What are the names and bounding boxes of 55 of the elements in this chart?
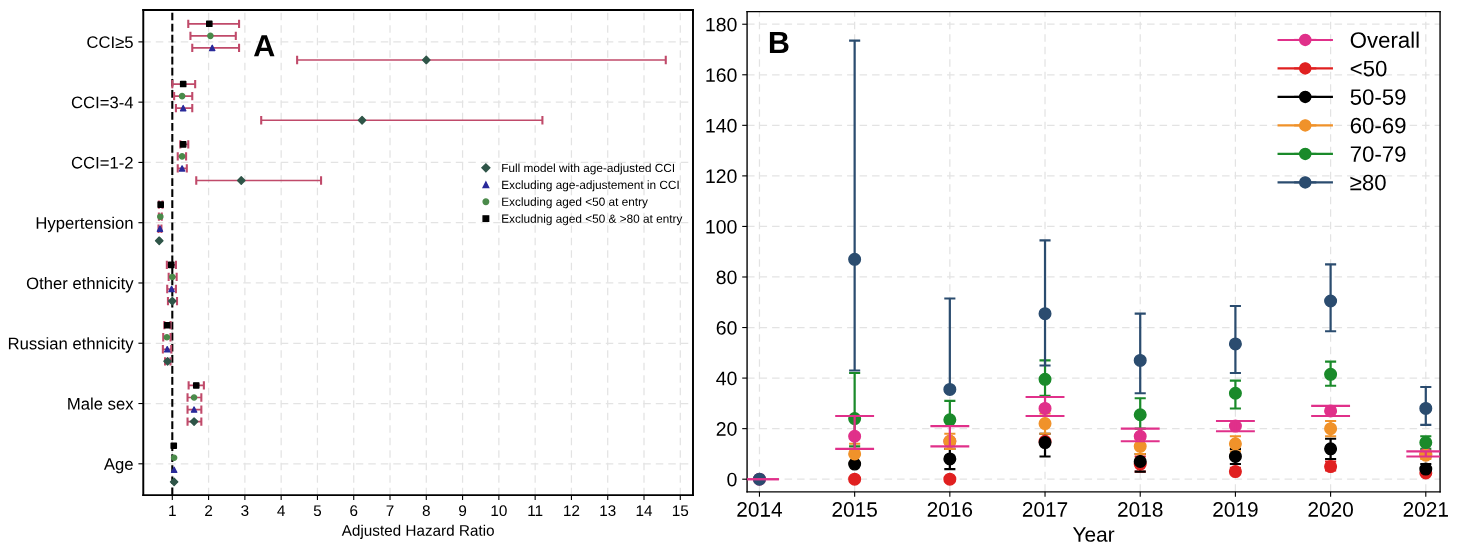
x-tick-label: 15 (672, 505, 689, 517)
x-tick-label: 2020 (1308, 502, 1353, 517)
y-tick-label: Russian ethnicity (8, 337, 134, 353)
x-axis-title: Year (1072, 527, 1115, 542)
y-tick-label: 40 (716, 371, 737, 386)
y-tick-label: CCI=3-4 (71, 96, 134, 109)
y-tick-label: Age (103, 458, 133, 474)
y-tick-label: 60 (716, 321, 737, 335)
y-tick-label: CCI=1-2 (71, 156, 133, 169)
legend-label: 70-79 (1350, 146, 1406, 162)
y-tick-label: Hypertension (36, 216, 133, 233)
legend-label: Excluding age-adjustement in CCI (502, 180, 679, 192)
x-tick-label: 3 (241, 505, 249, 517)
y-tick-label: 160 (706, 68, 737, 83)
annotation: B (769, 31, 789, 53)
legend-label: 60-69 (1350, 117, 1406, 134)
y-tick-label: Male sex (68, 397, 134, 410)
x-axis-title: Adjusted Hazard Ratio (341, 524, 494, 539)
y-tick-label: 180 (706, 17, 737, 32)
x-tick-label: 8 (422, 505, 430, 517)
x-tick-label: 14 (636, 505, 653, 516)
x-tick-label: 11 (528, 505, 543, 516)
x-tick-label: 10 (491, 505, 507, 517)
y-tick-label: 140 (706, 118, 737, 133)
x-tick-label: 2019 (1213, 502, 1258, 517)
x-tick-label: 7 (386, 505, 394, 516)
x-tick-label: 5 (313, 505, 322, 517)
x-tick-label: 2014 (737, 502, 783, 517)
legend-label: Excluding aged <50 at entry (502, 197, 648, 209)
legend-label: <50 (1350, 60, 1387, 77)
x-tick-label: 2015 (832, 502, 877, 517)
legend-label: 50-59 (1350, 89, 1406, 105)
legend-label: Excludnig aged <50 & >80 at entry (502, 214, 683, 226)
y-tick-label: 80 (716, 270, 737, 285)
x-tick-label: 6 (350, 505, 358, 517)
y-tick-label: 20 (716, 422, 737, 436)
x-tick-label: 2021 (1403, 502, 1448, 517)
x-tick-label: 2017 (1022, 502, 1068, 517)
annotation: A (253, 35, 275, 57)
y-tick-label: 120 (706, 169, 737, 184)
x-tick-label: 1 (169, 505, 176, 516)
x-tick-label: 2018 (1118, 502, 1163, 517)
legend-label: ≥80 (1350, 174, 1386, 191)
x-tick-label: 9 (459, 505, 467, 517)
legend-label: Full model with age-adjusted CCI (502, 163, 675, 175)
y-tick-label: CCI≥5 (87, 36, 133, 49)
x-tick-label: 12 (564, 505, 580, 516)
x-tick-label: 4 (277, 505, 285, 516)
y-tick-label: 100 (706, 219, 737, 234)
y-tick-label: 0 (727, 472, 737, 487)
x-tick-label: 2016 (927, 502, 973, 517)
y-tick-label: Other ethnicity (26, 276, 134, 293)
legend-label: Overall (1350, 31, 1419, 48)
x-tick-label: 13 (600, 505, 616, 517)
x-tick-label: 2 (205, 505, 213, 516)
